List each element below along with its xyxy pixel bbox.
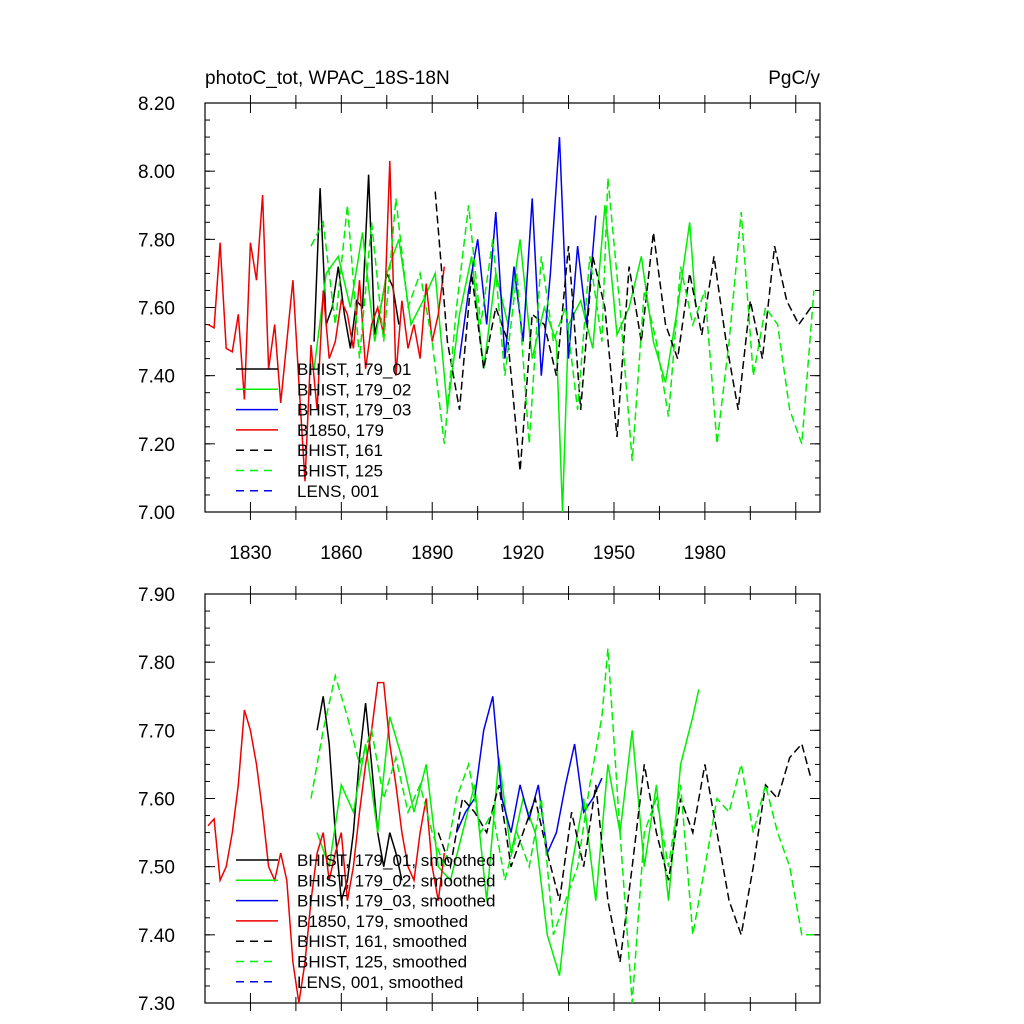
- bottom-ytick-label: 7.50: [138, 858, 175, 879]
- bottom-series-line: [455, 696, 603, 856]
- top-series-line: [310, 177, 815, 461]
- bottom-legend-label: BHIST, 179_03, smoothed: [297, 892, 495, 911]
- top-xtick-label: 1950: [593, 543, 635, 564]
- top-series-line: [207, 160, 446, 482]
- bottom-series-line: [207, 681, 446, 1004]
- top-panel: photoC_tot, WPAC_18S-18N PgC/y 7.007.207…: [138, 68, 821, 564]
- bottom-series-line: [316, 689, 700, 976]
- bottom-ytick-label: 7.70: [138, 721, 175, 742]
- bottom-legend-label: BHIST, 179_02, smoothed: [297, 871, 495, 890]
- bottom-legend-label: BHIST, 179_01, smoothed: [297, 851, 495, 870]
- top-ytick-label: 7.80: [138, 230, 175, 251]
- top-ytick-label: 7.20: [138, 435, 175, 456]
- top-ytick-label: 7.40: [138, 367, 175, 388]
- top-ytick-label: 7.60: [138, 299, 175, 320]
- bottom-legend-label: BHIST, 161, smoothed: [297, 932, 467, 951]
- top-xtick-label: 1980: [684, 543, 726, 564]
- bottom-series: [207, 648, 814, 1004]
- top-series: [207, 137, 815, 513]
- top-ytick-label: 8.00: [138, 162, 175, 183]
- bottom-ytick-label: 7.30: [138, 994, 175, 1015]
- top-ytick-label: 8.20: [138, 94, 175, 115]
- top-legend-label: BHIST, 179_02: [297, 380, 411, 399]
- bottom-ytick-label: 7.60: [138, 790, 175, 811]
- top-xtick-label: 1890: [411, 543, 453, 564]
- bottom-legend-label: LENS, 001, smoothed: [297, 973, 463, 992]
- bottom-series-line: [310, 648, 814, 1004]
- bottom-series-line: [437, 742, 812, 963]
- top-legend-label: BHIST, 179_03: [297, 401, 411, 420]
- top-legend-label: BHIST, 179_01: [297, 360, 411, 379]
- bottom-legend-label: B1850, 179, smoothed: [297, 912, 468, 931]
- bottom-series-line: [316, 696, 403, 901]
- bottom-ytick-label: 7.40: [138, 926, 175, 947]
- bottom-ytick-label: 7.80: [138, 653, 175, 674]
- top-ytick-label: 7.00: [138, 503, 175, 524]
- bottom-panel: 7.30 7.40 7.50 7.60 7.70 7.80 7.90 BHIST, 179_…: [138, 585, 821, 1015]
- top-xtick-label: 1830: [229, 543, 271, 564]
- top-legend-label: B1850, 179: [297, 421, 384, 440]
- top-legend-label: BHIST, 161: [297, 441, 383, 460]
- top-ticks: 7.00 7.20 7.40 7.60 7.80 8.00 8.20 1830 1860 1890…: [138, 94, 820, 564]
- top-legend-label: BHIST, 125: [297, 462, 383, 481]
- top-chart-title: photoC_tot, WPAC_18S-18N: [205, 68, 450, 89]
- bottom-ticks: 7.30 7.40 7.50 7.60 7.70 7.80 7.90: [138, 585, 820, 1015]
- bottom-ytick-label: 7.90: [138, 585, 175, 606]
- top-series-line: [434, 191, 812, 472]
- bottom-legend-label: BHIST, 125, smoothed: [297, 953, 467, 972]
- top-chart-units: PgC/y: [768, 68, 820, 89]
- top-legend-label: LENS, 001: [297, 482, 379, 501]
- top-xtick-label: 1860: [320, 543, 362, 564]
- top-xtick-label: 1920: [502, 543, 544, 564]
